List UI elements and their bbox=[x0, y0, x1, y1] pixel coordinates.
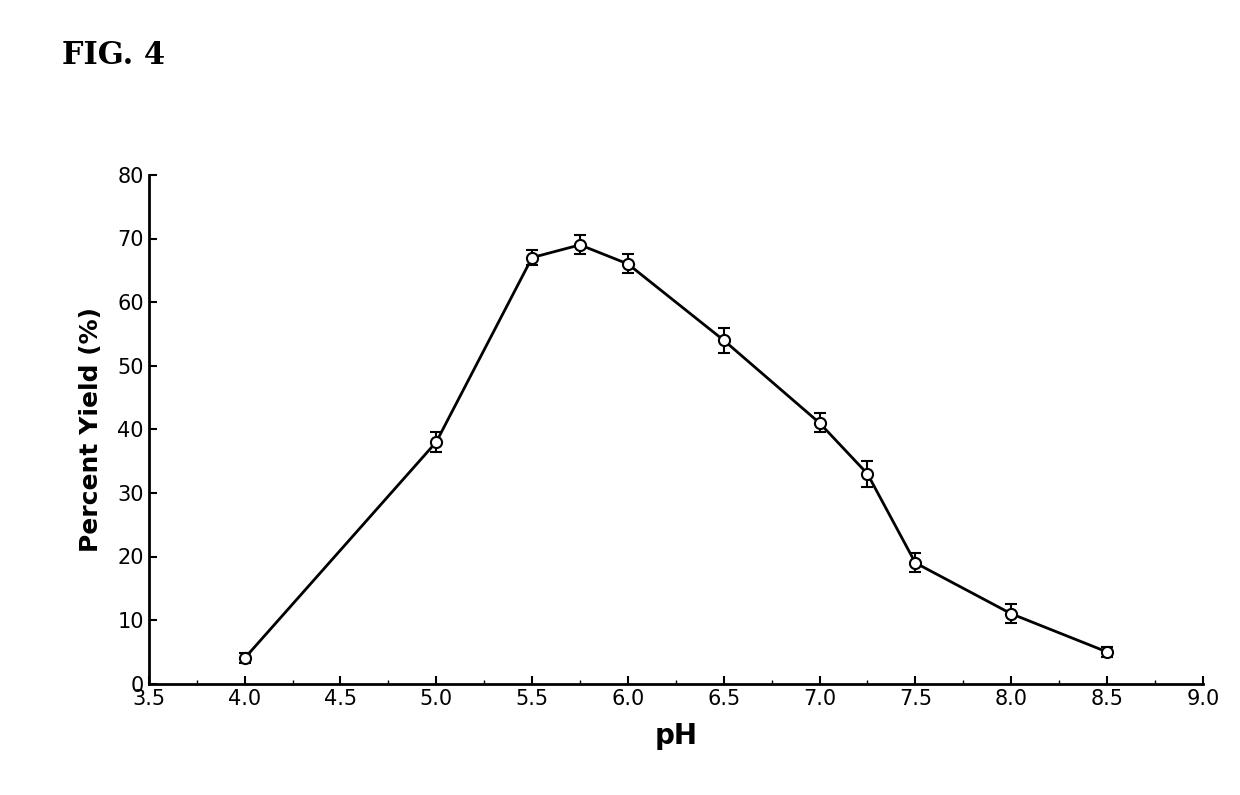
X-axis label: pH: pH bbox=[655, 723, 697, 750]
Text: FIG. 4: FIG. 4 bbox=[62, 40, 165, 71]
Y-axis label: Percent Yield (%): Percent Yield (%) bbox=[79, 307, 103, 552]
